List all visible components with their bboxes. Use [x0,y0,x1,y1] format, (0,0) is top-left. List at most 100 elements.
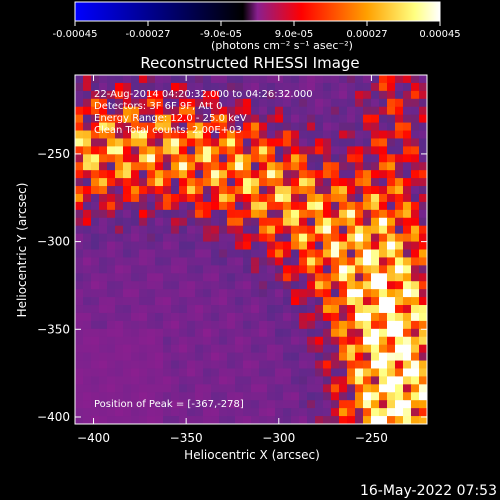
heatmap-cell [267,209,276,219]
heatmap-cell [291,170,300,179]
heatmap-cell [299,416,308,424]
heatmap-cell [323,98,332,108]
heatmap-cell [403,162,412,171]
heatmap-cell [379,193,388,203]
heatmap-cell [187,170,196,179]
y-tick-label: −400 [37,410,70,424]
heatmap-cell [267,360,276,370]
heatmap-cell [235,265,244,274]
heatmap-cell [355,305,364,314]
heatmap-cell [179,241,188,251]
heatmap-cell [219,106,228,116]
heatmap-cell [211,162,220,171]
heatmap-cell [275,416,284,424]
heatmap-cell [259,82,268,92]
heatmap-cell [363,114,372,124]
heatmap-cell [179,154,188,163]
heatmap-cell [363,257,372,266]
heatmap-cell [331,233,340,243]
heatmap-cell [315,273,324,282]
heatmap-cell [275,408,284,417]
heatmap-cell [403,130,412,140]
heatmap-cell [331,193,340,203]
heatmap-cell [395,289,404,298]
heatmap-cell [363,400,372,409]
heatmap-cell [107,233,116,243]
heatmap-cell [107,106,116,116]
heatmap-cell [115,328,124,338]
heatmap-cell [131,122,140,132]
heatmap-cell [219,193,228,203]
timestamp: 16-May-2022 07:53 [360,483,497,499]
y-tick-label: −250 [37,147,70,161]
heatmap-cell [339,233,348,243]
heatmap-cell [419,328,427,338]
heatmap-cell [203,146,212,155]
heatmap-cell [219,384,228,393]
heatmap-cell [155,201,164,211]
heatmap-cell [379,368,388,378]
heatmap-cell [411,162,420,171]
heatmap-cell [115,352,124,362]
heatmap-cell [291,289,300,298]
heatmap-cell [403,178,412,187]
heatmap-cell [179,376,188,385]
heatmap-cell [91,146,100,155]
heatmap-cell [155,257,164,266]
heatmap-cell [283,408,292,417]
heatmap-cell [123,273,132,282]
heatmap-cell [171,217,180,227]
heatmap-cell [123,90,132,100]
heatmap-cell [75,209,84,219]
heatmap-cell [203,336,212,346]
heatmap-cell [139,130,148,140]
heatmap-cell [395,273,404,282]
heatmap-cell [307,114,316,124]
heatmap-cell [107,273,116,282]
heatmap-cell [331,106,340,116]
heatmap-cell [419,297,427,306]
heatmap-cell [315,225,324,235]
heatmap-cell [147,328,156,338]
heatmap-cell [355,106,364,116]
heatmap-cell [187,82,196,92]
heatmap-cell [227,360,236,370]
heatmap-cell [99,305,108,314]
heatmap-cell [211,146,220,155]
heatmap-cell [163,170,172,179]
heatmap-cell [211,273,220,282]
heatmap-cell [91,75,100,84]
heatmap-cell [379,281,388,290]
heatmap-cell [419,392,427,401]
heatmap-cell [243,281,252,290]
heatmap-cell [371,106,380,116]
heatmap-cell [139,376,148,385]
heatmap-cell [403,217,412,227]
heatmap-cell [379,106,388,116]
heatmap-cell [267,320,276,330]
heatmap-cell [323,328,332,338]
heatmap-cell [371,82,380,92]
heatmap-cell [235,281,244,290]
heatmap-cell [291,328,300,338]
heatmap-cell [283,352,292,362]
heatmap-cell [203,193,212,203]
heatmap-cell [211,138,220,147]
heatmap-cell [299,273,308,282]
heatmap-cell [323,392,332,401]
heatmap-cell [139,122,148,132]
heatmap-cell [267,75,276,84]
heatmap-cell [75,225,84,235]
heatmap-cell [299,289,308,298]
heatmap-cell [235,186,244,195]
heatmap-cell [347,352,356,362]
heatmap-cell [307,352,316,362]
heatmap-cell [403,106,412,116]
heatmap-cell [219,289,228,298]
heatmap-cell [355,416,364,424]
annotation-clean-counts: Clean Total counts: 2.00E+03 [94,125,242,136]
heatmap-cell [131,400,140,409]
heatmap-cell [363,344,372,354]
heatmap-cell [363,162,372,171]
heatmap-cell [203,344,212,354]
